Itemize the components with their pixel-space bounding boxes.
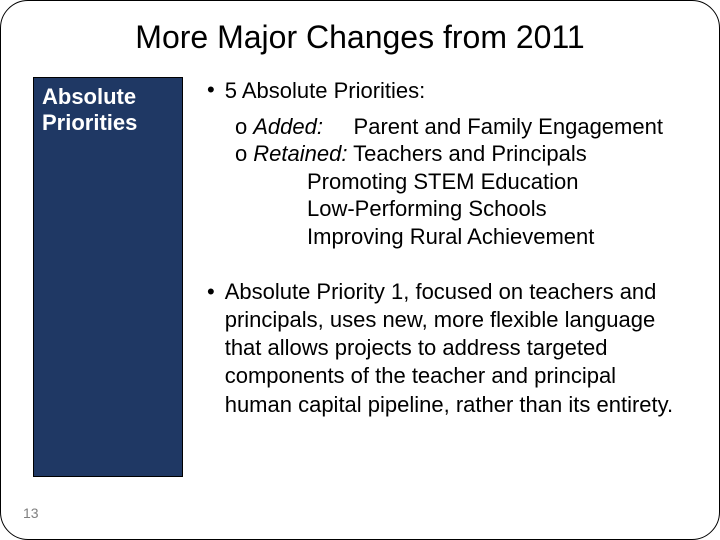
- page-number: 13: [23, 505, 39, 521]
- retained-head: Teachers and Principals: [353, 141, 587, 166]
- sidebar-label: Absolute Priorities: [42, 84, 174, 137]
- bullet-dot-icon: •: [207, 278, 215, 306]
- circle-bullet-icon: o: [235, 113, 247, 141]
- retained-item: Improving Rural Achievement: [307, 223, 689, 251]
- bullet-2-text: Absolute Priority 1, focused on teachers…: [225, 278, 689, 419]
- bullet-1: • 5 Absolute Priorities:: [207, 77, 689, 105]
- retained-item: Promoting STEM Education: [307, 168, 689, 196]
- circle-bullet-icon: o: [235, 140, 247, 168]
- retained-list: Promoting STEM Education Low-Performing …: [307, 168, 689, 251]
- slide-frame: More Major Changes from 2011 Absolute Pr…: [0, 0, 720, 540]
- content-area: • 5 Absolute Priorities: o Added: Parent…: [207, 77, 689, 419]
- sub-added: o Added: Parent and Family Engagement: [235, 113, 689, 141]
- bullet-1-text: 5 Absolute Priorities:: [225, 77, 426, 105]
- retained-item: Low-Performing Schools: [307, 195, 689, 223]
- bullet-dot-icon: •: [207, 77, 215, 103]
- sub-retained: o Retained: Teachers and Principals Prom…: [235, 140, 689, 250]
- added-text: Parent and Family Engagement: [354, 114, 663, 139]
- retained-label: Retained:: [253, 141, 347, 166]
- added-label: Added:: [253, 114, 323, 139]
- bullet-2: • Absolute Priority 1, focused on teache…: [207, 278, 689, 419]
- slide-title: More Major Changes from 2011: [1, 19, 719, 56]
- sidebar-box: Absolute Priorities: [33, 77, 183, 477]
